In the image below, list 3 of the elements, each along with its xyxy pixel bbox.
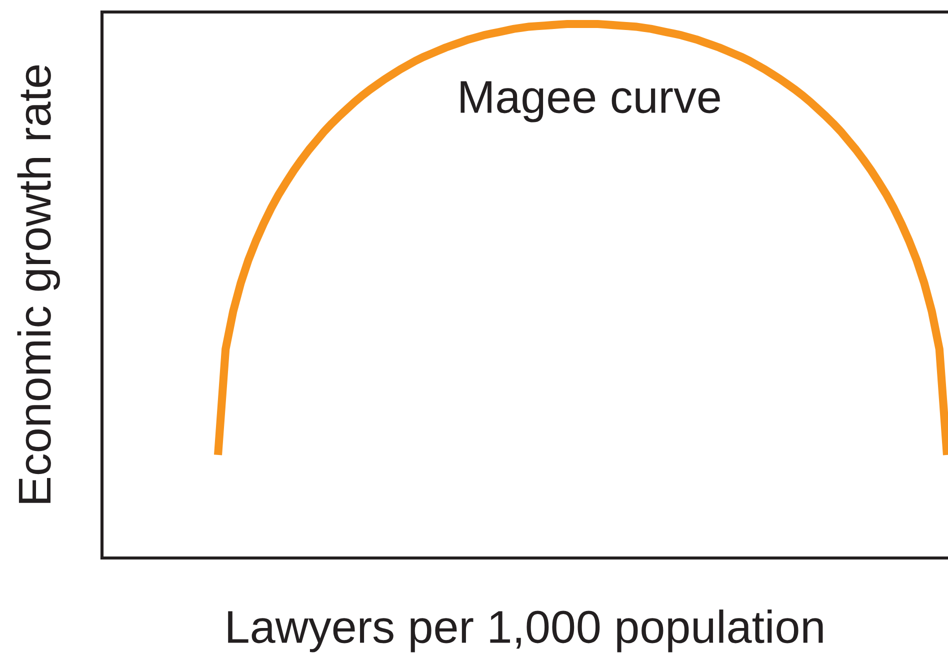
- x-axis-title: Lawyers per 1,000 population: [228, 610, 823, 652]
- y-axis-title: Economic growth rate: [17, 65, 60, 503]
- series-label: Magee curve: [460, 81, 720, 122]
